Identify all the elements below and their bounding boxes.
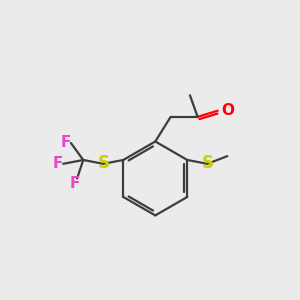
- Text: S: S: [201, 154, 213, 172]
- Text: O: O: [221, 103, 235, 118]
- Text: F: F: [70, 176, 80, 191]
- Text: F: F: [61, 135, 71, 150]
- Text: F: F: [52, 156, 63, 171]
- Text: S: S: [97, 154, 109, 172]
